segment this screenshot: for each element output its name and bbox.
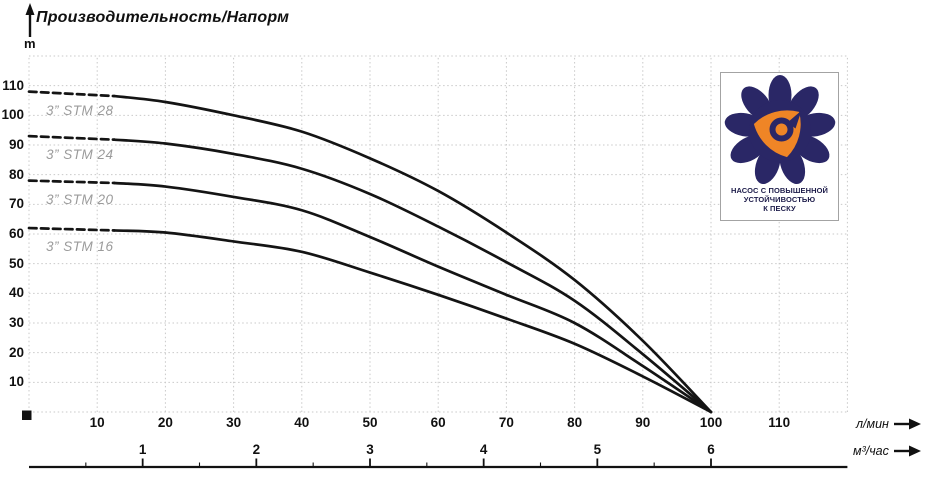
y-tick-label: 90 — [8, 136, 24, 152]
y-tick-label: 110 — [2, 77, 24, 93]
x-tick-label-lmin: 50 — [362, 415, 378, 430]
flow-axis-arrow-head — [909, 418, 921, 430]
x-tick-label-m3h: 3 — [366, 442, 374, 457]
x-tick-label-lmin: 80 — [567, 415, 583, 430]
x-tick-label-m3h: 1 — [138, 442, 147, 457]
curve-dashed-segment-2 — [27, 179, 116, 185]
x-tick-label-lmin: 90 — [635, 415, 651, 430]
curve-solid-segment-1 — [112, 138, 713, 414]
badge-caption-line3: К ПЕСКУ — [763, 204, 796, 213]
flow-axis-unit-label: л/мин — [856, 417, 889, 431]
x-tick-label-m3h: 2 — [252, 442, 261, 457]
impeller-hub-center — [775, 123, 788, 136]
curve-label-3: 3” STM 16 — [46, 239, 114, 255]
curve-dashed-segment-1 — [27, 134, 116, 142]
y-tick-label: 30 — [8, 314, 24, 330]
curve-solid-segment-3 — [112, 229, 713, 414]
y-tick-label: 100 — [1, 107, 24, 123]
x-tick-label-lmin: 30 — [226, 415, 242, 430]
volume-axis-arrow-head — [909, 445, 921, 457]
pump-impeller-logo-icon — [724, 75, 836, 185]
x-tick-label-m3h: 5 — [593, 442, 602, 457]
curve-label-2: 3” STM 20 — [46, 191, 114, 207]
y-tick-label: 40 — [8, 285, 24, 301]
y-axis-unit-label: m — [24, 36, 36, 51]
head-axis-arrow-head — [25, 3, 35, 15]
curve-label-1: 3” STM 24 — [46, 147, 114, 163]
y-tick-label: 80 — [8, 166, 24, 182]
curve-solid-segment-0 — [112, 94, 713, 414]
y-tick-label: 10 — [8, 374, 24, 390]
y-tick-label: 60 — [8, 225, 24, 241]
x-tick-label-lmin: 70 — [498, 415, 514, 430]
x-tick-label-m3h: 4 — [479, 442, 488, 457]
x-tick-label-lmin: 110 — [768, 415, 791, 430]
y-tick-label: 20 — [8, 344, 24, 360]
curve-solid-segment-2 — [112, 181, 713, 414]
y-tick-label: 50 — [8, 255, 24, 271]
badge-caption-line2: УСТОЙЧИВОСТЬЮ — [743, 195, 816, 204]
x-tick-label-lmin: 40 — [294, 415, 310, 430]
impeller-hub-hook — [787, 110, 802, 129]
x-tick-label-lmin: 60 — [430, 415, 446, 430]
curve-dashed-segment-0 — [27, 90, 116, 98]
x-tick-label-lmin: 10 — [89, 415, 105, 430]
x-tick-label-lmin: 100 — [699, 415, 723, 430]
x-tick-label-lmin: 20 — [157, 415, 173, 430]
badge-caption-line1: НАСОС С ПОВЫШЕННОЙ — [730, 186, 829, 195]
curve-dashed-segment-3 — [27, 226, 116, 232]
page-title: Производительность/Напорм — [36, 9, 290, 26]
curve-label-0: 3” STM 28 — [46, 102, 114, 118]
volume-axis-unit-label: м³/час — [853, 444, 889, 458]
badge-caption: НАСОС С ПОВЫШЕННОЙ УСТОЙЧИВОСТЬЮ К ПЕСКУ — [721, 186, 838, 213]
origin-marker — [22, 410, 32, 420]
y-tick-label: 70 — [8, 196, 24, 212]
x-tick-label-m3h: 6 — [707, 442, 715, 457]
sand-resistance-badge: НАСОС С ПОВЫШЕННОЙ УСТОЙЧИВОСТЬЮ К ПЕСКУ — [720, 72, 839, 221]
